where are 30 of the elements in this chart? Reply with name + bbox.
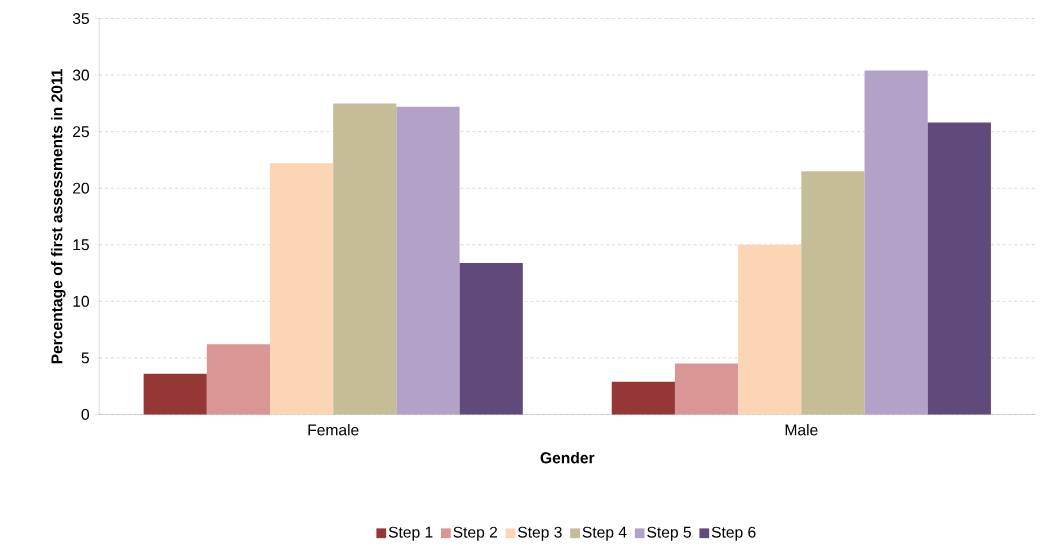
y-axis-title: Percentage of first assessments in 2011 [50, 69, 66, 364]
y-tick-label: 20 [73, 182, 90, 194]
bar [611, 381, 675, 415]
x-tick-label: Male [785, 423, 818, 436]
bar [459, 262, 523, 415]
y-tick-label: 10 [73, 295, 90, 307]
y-tick-label: 5 [81, 352, 89, 364]
legend-label: Step 1 [388, 526, 433, 541]
legend-label: Step 6 [711, 526, 756, 541]
bar [927, 122, 991, 415]
y-tick-label: 0 [81, 408, 90, 420]
bar [206, 344, 271, 415]
bar [143, 373, 207, 415]
bar [270, 163, 334, 415]
y-tick-label: 35 [72, 12, 89, 25]
legend-label: Step 4 [582, 526, 627, 541]
x-tick-label: Female [308, 423, 359, 436]
bar [333, 103, 397, 415]
y-tick-label: 30 [72, 69, 90, 81]
bar [801, 171, 865, 415]
legend-label: Step 3 [518, 526, 562, 541]
legend-label: Step 5 [647, 526, 691, 541]
y-tick-label: 25 [73, 126, 89, 138]
bar [864, 70, 928, 415]
bar [674, 363, 739, 415]
legend-label: Step 2 [453, 526, 498, 541]
y-tick-label: 15 [73, 239, 89, 251]
x-axis-title: Gender [540, 451, 595, 464]
bar [738, 244, 802, 415]
bar [396, 106, 460, 415]
